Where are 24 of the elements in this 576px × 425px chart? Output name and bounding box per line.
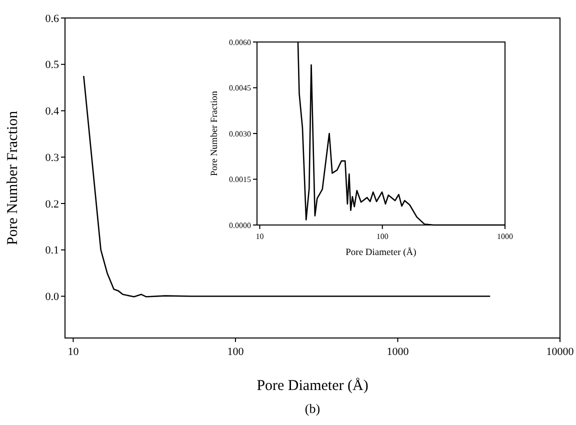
x-axis-title: Pore Diameter (Å) (346, 247, 416, 258)
y-tick-label: 0.0 (45, 291, 60, 304)
x-axis-title: Pore Diameter (Å) (256, 377, 368, 394)
y-tick-label: 0.0000 (229, 220, 251, 230)
y-tick-label: 0.2 (45, 198, 59, 210)
x-tick-label: 10 (256, 232, 264, 241)
x-tick-label: 100 (376, 232, 388, 241)
x-tick-label: 1000 (497, 232, 513, 241)
x-tick-label: 100 (227, 346, 244, 358)
y-tick-label: 0.6 (45, 12, 60, 25)
y-tick-label: 0.0030 (229, 129, 251, 138)
y-axis-title: Pore Number Fraction (5, 110, 21, 246)
y-tick-label: 0.3 (45, 152, 60, 164)
text: (b) (304, 401, 320, 416)
x-tick-label: 10 (68, 346, 80, 358)
x-tick-label: 10000 (546, 346, 574, 358)
y-tick-label: 0.5 (45, 59, 60, 72)
y-tick-label: 0.4 (45, 106, 60, 118)
y-tick-label: 0.0045 (229, 84, 251, 93)
y-axis-title: Pore Number Fraction (210, 90, 220, 176)
x-tick-label: 1000 (386, 346, 410, 358)
y-tick-label: 0.1 (45, 244, 59, 257)
y-tick-label: 0.0060 (229, 38, 251, 47)
y-tick-label: 0.0015 (229, 175, 251, 184)
